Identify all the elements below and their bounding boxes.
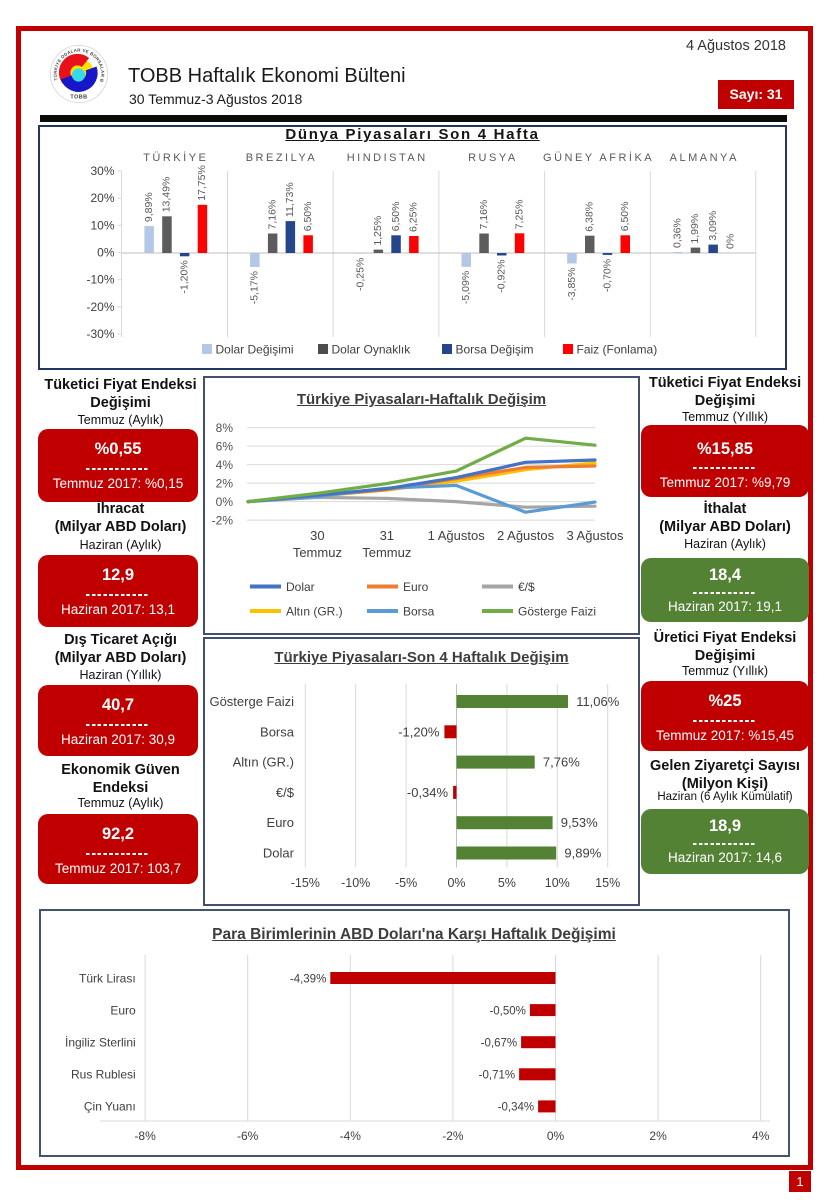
svg-text:Borsa: Borsa xyxy=(260,724,295,739)
svg-text:-1,20%: -1,20% xyxy=(398,725,440,740)
svg-text:-10%: -10% xyxy=(86,273,114,287)
svg-text:7,76%: 7,76% xyxy=(543,755,580,770)
svg-text:-5,09%: -5,09% xyxy=(460,271,472,304)
svg-text:-5,17%: -5,17% xyxy=(249,271,261,304)
svg-text:İngiliz Sterlini: İngiliz Sterlini xyxy=(65,1036,136,1050)
svg-text:11,06%: 11,06% xyxy=(576,694,620,709)
svg-text:€/$: €/$ xyxy=(518,580,535,594)
svg-text:3,09%: 3,09% xyxy=(707,211,719,241)
svg-text:Dolar Oynaklık: Dolar Oynaklık xyxy=(332,343,412,357)
svg-text:-2%: -2% xyxy=(212,513,234,527)
svg-text:-0,50%: -0,50% xyxy=(489,1005,525,1017)
svg-text:BREZILYA: BREZILYA xyxy=(246,152,318,164)
svg-text:4%: 4% xyxy=(216,458,234,472)
svg-text:15%: 15% xyxy=(595,876,620,890)
svg-text:Altın (GR.): Altın (GR.) xyxy=(286,605,343,619)
svg-text:0%: 0% xyxy=(725,234,737,249)
svg-text:7,16%: 7,16% xyxy=(478,200,490,230)
svg-text:31: 31 xyxy=(380,528,394,543)
svg-text:-6%: -6% xyxy=(237,1129,259,1143)
svg-text:10%: 10% xyxy=(545,876,570,890)
svg-text:TÜRKİYE: TÜRKİYE xyxy=(143,151,208,164)
svg-text:0%: 0% xyxy=(97,246,115,260)
svg-text:-30%: -30% xyxy=(86,327,114,341)
svg-text:2%: 2% xyxy=(649,1129,667,1143)
svg-text:Faiz (Fonlama): Faiz (Fonlama) xyxy=(577,343,658,357)
svg-text:Dolar: Dolar xyxy=(286,580,315,594)
svg-text:-4,39%: -4,39% xyxy=(290,973,326,985)
svg-text:-1,20%: -1,20% xyxy=(178,260,190,293)
svg-text:-2%: -2% xyxy=(442,1129,464,1143)
svg-text:Euro: Euro xyxy=(267,815,294,830)
svg-text:Çin Yuanı: Çin Yuanı xyxy=(84,1100,136,1114)
svg-text:0,36%: 0,36% xyxy=(671,218,683,248)
svg-text:0%: 0% xyxy=(216,495,234,509)
svg-text:6,38%: 6,38% xyxy=(583,202,595,232)
svg-text:-4%: -4% xyxy=(340,1129,362,1143)
svg-text:Altın (GR.): Altın (GR.) xyxy=(233,755,294,770)
svg-text:-20%: -20% xyxy=(86,300,114,314)
svg-text:€/$: €/$ xyxy=(276,785,295,800)
svg-text:5%: 5% xyxy=(498,876,516,890)
svg-text:1,99%: 1,99% xyxy=(689,214,701,244)
svg-text:13,49%: 13,49% xyxy=(161,177,173,213)
svg-text:RUSYA: RUSYA xyxy=(468,152,518,164)
svg-text:7,25%: 7,25% xyxy=(513,200,525,230)
svg-text:9,89%: 9,89% xyxy=(564,846,601,861)
svg-text:-15%: -15% xyxy=(291,876,320,890)
svg-text:Dolar Değişimi: Dolar Değişimi xyxy=(216,343,294,357)
svg-text:Rus Rublesi: Rus Rublesi xyxy=(71,1068,136,1082)
svg-text:6,25%: 6,25% xyxy=(408,202,420,232)
svg-text:6,50%: 6,50% xyxy=(302,202,314,232)
svg-text:0%: 0% xyxy=(547,1129,565,1143)
svg-text:17,75%: 17,75% xyxy=(196,165,208,201)
svg-text:30: 30 xyxy=(310,528,324,543)
svg-text:-10%: -10% xyxy=(341,876,370,890)
svg-text:Euro: Euro xyxy=(403,580,429,594)
svg-text:Euro: Euro xyxy=(110,1003,136,1017)
svg-text:-0,71%: -0,71% xyxy=(479,1070,515,1082)
svg-text:-0,92%: -0,92% xyxy=(496,260,508,293)
svg-text:1,25%: 1,25% xyxy=(372,216,384,246)
svg-text:Temmuz: Temmuz xyxy=(293,545,342,560)
svg-text:4%: 4% xyxy=(752,1129,770,1143)
svg-text:-0,25%: -0,25% xyxy=(354,258,366,291)
svg-text:-8%: -8% xyxy=(134,1129,156,1143)
svg-text:GÜNEY AFRİKA: GÜNEY AFRİKA xyxy=(543,151,654,164)
svg-text:-5%: -5% xyxy=(395,876,417,890)
svg-text:9,53%: 9,53% xyxy=(561,815,598,830)
svg-text:-3,85%: -3,85% xyxy=(566,268,578,301)
svg-text:Dolar: Dolar xyxy=(263,846,295,861)
svg-text:ALMANYA: ALMANYA xyxy=(670,152,739,164)
svg-text:30%: 30% xyxy=(90,164,114,178)
svg-text:9,89%: 9,89% xyxy=(143,192,155,222)
svg-text:11,73%: 11,73% xyxy=(284,182,296,217)
svg-text:1 Ağustos: 1 Ağustos xyxy=(428,528,486,543)
svg-text:6%: 6% xyxy=(216,439,234,453)
svg-text:Temmuz: Temmuz xyxy=(362,545,411,560)
svg-text:6,50%: 6,50% xyxy=(619,202,631,232)
svg-text:2 Ağustos: 2 Ağustos xyxy=(497,528,555,543)
svg-text:3 Ağustos: 3 Ağustos xyxy=(566,528,624,543)
svg-text:-0,34%: -0,34% xyxy=(498,1102,534,1114)
svg-text:0%: 0% xyxy=(447,876,465,890)
svg-text:TOBB: TOBB xyxy=(70,95,87,101)
svg-text:Gösterge Faizi: Gösterge Faizi xyxy=(518,605,596,619)
svg-text:HINDISTAN: HINDISTAN xyxy=(347,152,428,164)
svg-text:20%: 20% xyxy=(90,191,114,205)
svg-text:8%: 8% xyxy=(216,421,234,435)
svg-text:6,50%: 6,50% xyxy=(390,202,402,232)
svg-text:Gösterge Faizi: Gösterge Faizi xyxy=(209,694,294,709)
svg-text:Borsa: Borsa xyxy=(403,605,435,619)
svg-text:-0,70%: -0,70% xyxy=(601,259,613,292)
svg-text:-0,67%: -0,67% xyxy=(481,1038,517,1050)
svg-text:10%: 10% xyxy=(90,218,114,232)
svg-text:7,16%: 7,16% xyxy=(266,200,278,230)
svg-text:2%: 2% xyxy=(216,476,234,490)
svg-text:Türk Lirası: Türk Lirası xyxy=(79,971,136,985)
svg-text:-0,34%: -0,34% xyxy=(407,785,449,800)
svg-text:Borsa Değişim: Borsa Değişim xyxy=(456,343,534,357)
